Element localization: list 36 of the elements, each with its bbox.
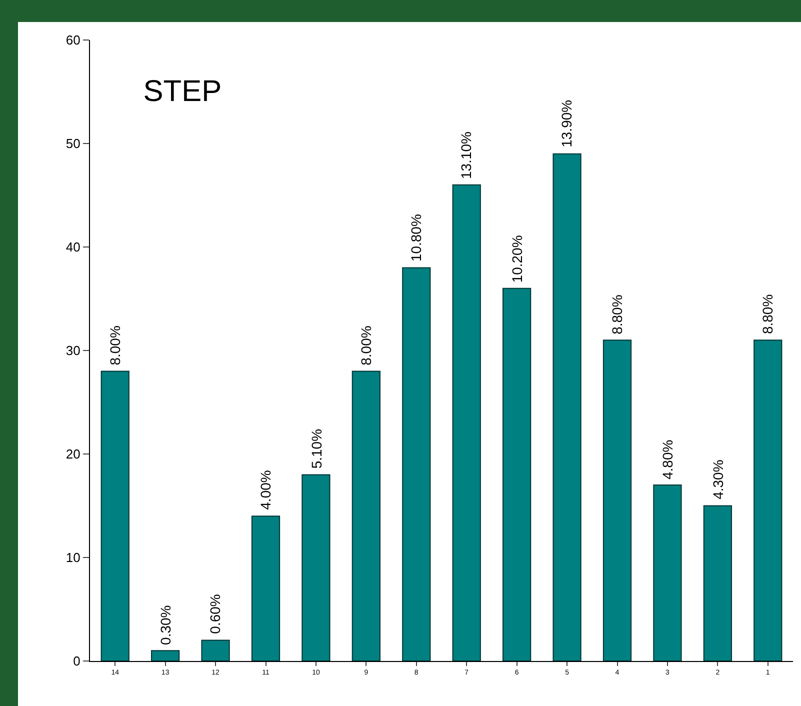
bar (100, 370, 130, 661)
bar (452, 184, 481, 661)
y-tick-label: 50 (66, 136, 80, 152)
y-tick-label: 30 (66, 343, 80, 358)
bar (402, 267, 431, 661)
annotation: 8.80% (760, 294, 776, 334)
annotation: 0.60% (207, 594, 224, 634)
bar (602, 340, 632, 661)
annotation: 4.30% (710, 460, 726, 500)
y-tick-label: 10 (66, 550, 80, 566)
annotation: 4.80% (659, 440, 676, 480)
annotation: 8.00% (106, 326, 123, 366)
bar (502, 288, 532, 661)
y-tick-label: 0 (73, 654, 80, 669)
bar (703, 505, 732, 661)
bar (201, 640, 230, 661)
bar (653, 484, 682, 661)
annotation: 10.20% (508, 235, 525, 283)
bar (552, 153, 582, 661)
text: STEP (143, 74, 222, 108)
bar (754, 340, 782, 661)
annotation: 0.30% (158, 605, 174, 645)
annotation: 13.10% (458, 132, 474, 180)
annotation: 10.80% (408, 214, 424, 262)
annotation: 13.90% (558, 100, 575, 148)
bar (302, 474, 330, 661)
annotation: 5.10% (308, 428, 324, 469)
annotation: 8.80% (609, 294, 626, 334)
annotation: 8.00% (358, 326, 374, 366)
bar (251, 516, 280, 661)
bar (352, 370, 380, 661)
y-tick-label: 40 (66, 240, 80, 255)
annotation: 4.00% (258, 470, 274, 510)
y-tick-label: 20 (66, 446, 80, 462)
bar (151, 650, 180, 661)
y-tick-label: 60 (66, 32, 80, 48)
